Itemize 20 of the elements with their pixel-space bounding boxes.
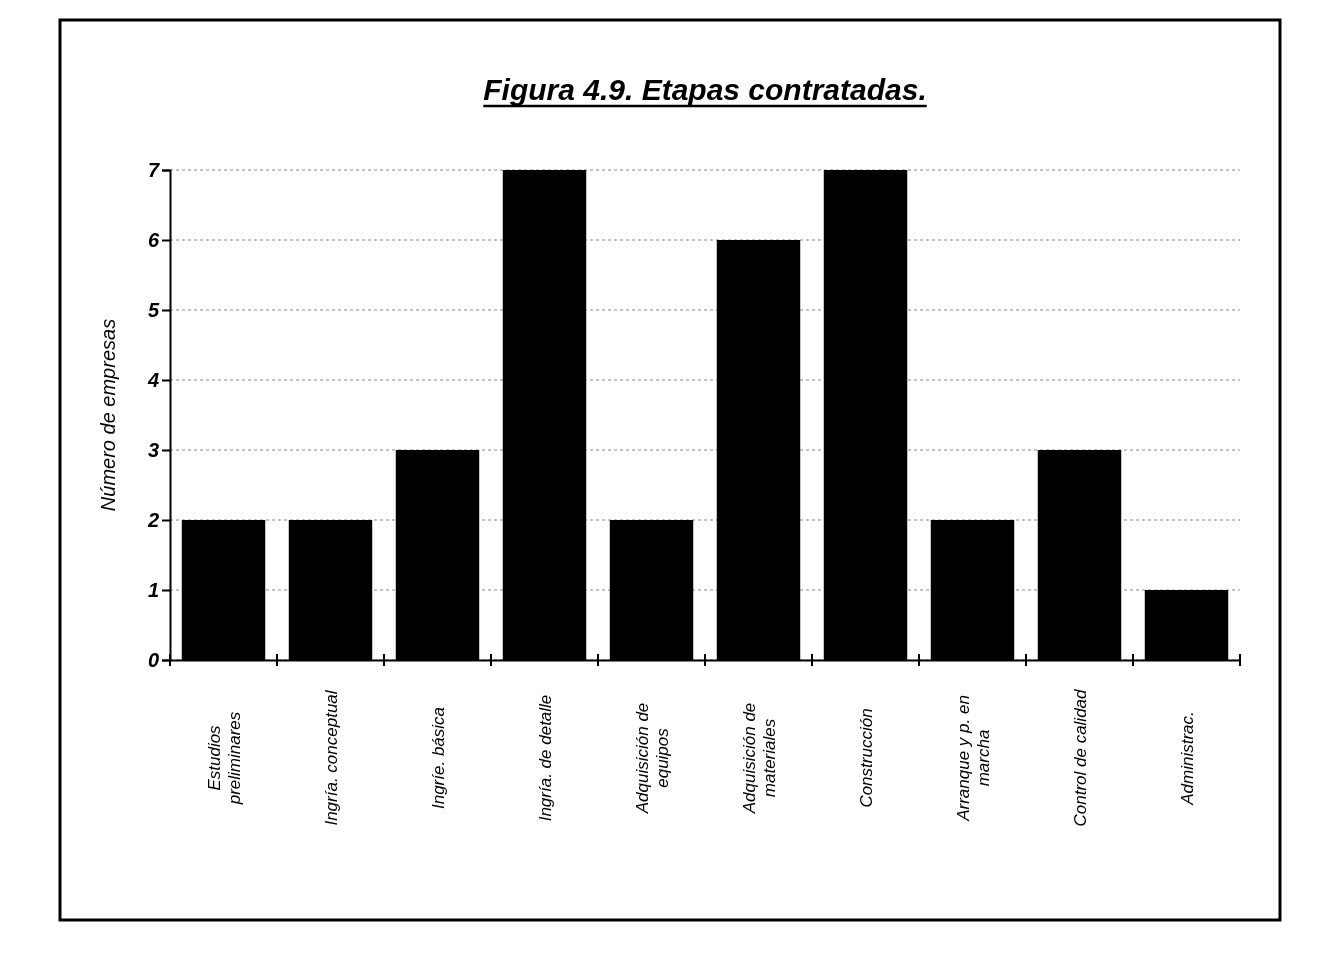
x-tick-label: Control de calidad: [1070, 688, 1090, 827]
x-tick-label: Estudios preliminares: [204, 711, 244, 806]
x-tick-label: Adquisición de materiales: [739, 702, 779, 815]
y-tick-label: 1: [147, 578, 159, 601]
x-tick-label: Construcción: [856, 708, 876, 808]
y-tick-label: 5: [147, 298, 160, 321]
y-axis-title: Número de empresas: [97, 318, 119, 512]
y-tick-label: 2: [146, 508, 159, 531]
y-tick-label: 6: [147, 228, 160, 251]
x-tick-label: Ingría. conceptual: [321, 689, 341, 826]
chart-title: Figura 4.9. Etapas contratadas.: [483, 73, 927, 106]
x-tick-label: Administrac.: [1177, 711, 1197, 806]
y-tick-label: 3: [147, 438, 159, 461]
x-tick-label: Adquisición de equipos: [632, 702, 672, 815]
x-tick-label: Arranque y p. en marcha: [953, 695, 993, 822]
x-tick-label: Ingría. de detalle: [535, 694, 555, 822]
y-tick-label: 4: [146, 368, 159, 391]
x-tick-label: Ingríe. básica: [428, 706, 448, 810]
y-tick-label: 0: [147, 648, 159, 671]
y-tick-label: 7: [147, 158, 160, 181]
